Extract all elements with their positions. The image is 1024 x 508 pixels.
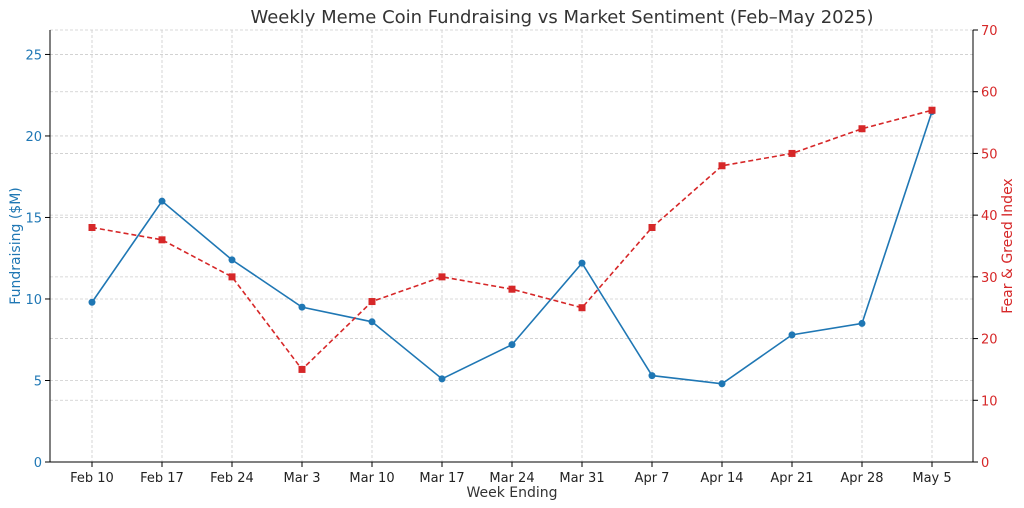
sentiment-point	[718, 162, 726, 170]
sentiment-point	[298, 365, 306, 373]
fundraising-point	[648, 372, 656, 380]
x-tick-label: Mar 24	[489, 471, 534, 486]
sentiment-point	[158, 236, 166, 244]
left-axis-ticks: 0 5 10 15 20 25	[25, 48, 50, 471]
left-tick-label: 10	[25, 293, 42, 308]
fundraising-point	[578, 259, 586, 267]
sentiment-point	[508, 285, 516, 293]
x-tick-label: Mar 3	[284, 471, 321, 486]
left-tick-label: 20	[25, 130, 42, 145]
right-tick-label: 0	[981, 456, 989, 471]
x-tick-label: Feb 17	[140, 471, 184, 486]
right-tick-label: 20	[981, 333, 998, 348]
left-axis-title: Fundraising ($M)	[8, 187, 24, 304]
sentiment-point	[228, 273, 236, 281]
fundraising-point	[438, 375, 446, 383]
chart-title: Weekly Meme Coin Fundraising vs Market S…	[250, 7, 873, 28]
x-axis-title: Week Ending	[466, 485, 557, 501]
sentiment-point	[578, 304, 586, 312]
right-tick-label: 60	[981, 86, 998, 101]
left-tick-label: 25	[25, 48, 42, 63]
right-tick-label: 10	[981, 394, 998, 409]
right-axis-title: Fear & Greed Index	[1000, 178, 1016, 313]
fundraising-point	[508, 341, 516, 349]
x-tick-label: Apr 14	[700, 471, 743, 486]
right-tick-label: 40	[981, 209, 998, 224]
series	[88, 106, 936, 388]
x-tick-label: Feb 24	[210, 471, 254, 486]
fundraising-point	[158, 197, 166, 205]
x-tick-label: Apr 21	[770, 471, 813, 486]
sentiment-point	[788, 149, 796, 157]
right-tick-label: 70	[981, 24, 998, 39]
fundraising-point	[718, 380, 726, 388]
fundraising-point	[228, 256, 236, 264]
x-tick-label: Mar 10	[349, 471, 394, 486]
fundraising-point	[858, 319, 866, 327]
x-tick-label: Mar 31	[559, 471, 604, 486]
sentiment-point	[928, 106, 936, 114]
x-tick-label: May 5	[912, 471, 951, 486]
fundraising-point	[298, 303, 306, 311]
right-tick-label: 50	[981, 147, 998, 162]
x-tick-label: Apr 7	[635, 471, 670, 486]
sentiment-point	[88, 223, 96, 231]
x-axis-ticks: Feb 10 Feb 17 Feb 24 Mar 3 Mar 10 Mar 17 Mar 2…	[70, 462, 952, 486]
x-tick-label: Feb 10	[70, 471, 114, 486]
axes	[49, 30, 974, 463]
grid	[50, 29, 973, 463]
fundraising-point	[88, 298, 96, 306]
left-tick-label: 15	[25, 211, 42, 226]
left-tick-label: 5	[34, 374, 42, 389]
right-tick-label: 30	[981, 271, 998, 286]
sentiment-point	[368, 298, 376, 306]
sentiment-point	[648, 223, 656, 231]
fundraising-point	[788, 331, 796, 339]
x-tick-label: Apr 28	[840, 471, 883, 486]
sentiment-point	[858, 125, 866, 133]
x-tick-label: Mar 17	[419, 471, 464, 486]
fundraising-point	[368, 318, 376, 326]
sentiment-point	[438, 273, 446, 281]
left-tick-label: 0	[34, 456, 42, 471]
right-axis-ticks: 0 10 20 30 40 50 60 70	[973, 24, 998, 471]
